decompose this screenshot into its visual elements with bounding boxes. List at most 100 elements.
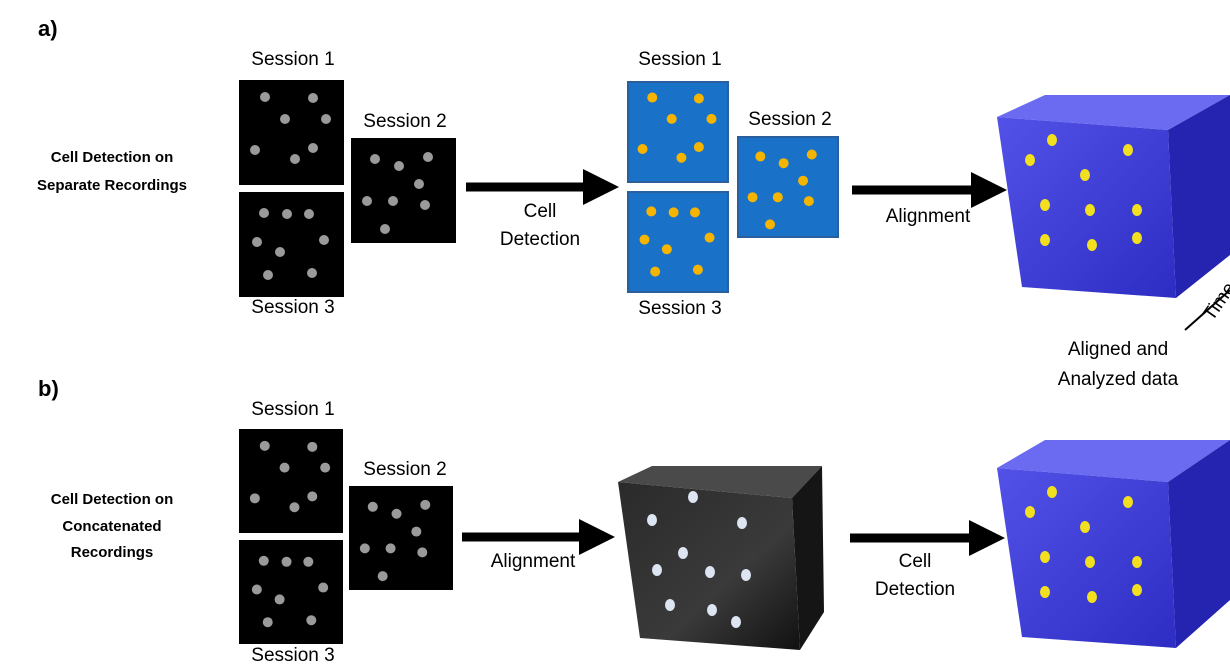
cell <box>320 463 330 473</box>
cell <box>275 247 285 257</box>
cell <box>380 224 390 234</box>
cell <box>250 493 260 503</box>
cell <box>280 114 290 124</box>
panel-label: a) <box>38 16 58 41</box>
cell <box>669 207 679 217</box>
session-image <box>240 430 342 532</box>
cell <box>263 617 273 627</box>
result-label: Aligned and <box>1068 339 1168 360</box>
panel-title: Separate Recordings <box>37 177 187 194</box>
cell <box>1025 506 1035 518</box>
step-label: Cell <box>524 201 557 222</box>
cell <box>667 114 677 124</box>
cell <box>280 463 290 473</box>
cell <box>1123 496 1133 508</box>
cell <box>707 604 717 616</box>
session-image <box>352 139 455 242</box>
cell <box>1047 134 1057 146</box>
cell <box>706 114 716 124</box>
cell <box>804 196 814 206</box>
cell <box>1025 154 1035 166</box>
panel-title: Recordings <box>71 544 154 561</box>
session-label: Session 2 <box>748 109 831 130</box>
cell <box>307 268 317 278</box>
cell <box>1087 239 1097 251</box>
cell <box>289 502 299 512</box>
cell <box>688 491 698 503</box>
step-label: Detection <box>500 229 580 250</box>
cell <box>693 265 703 275</box>
cell <box>662 244 672 254</box>
step-label: Alignment <box>886 206 971 227</box>
panel-label: b) <box>38 376 59 401</box>
cell <box>378 571 388 581</box>
axis-label: Time <box>1199 279 1230 325</box>
panel-title: Cell Detection on <box>51 149 174 166</box>
cell <box>411 527 421 537</box>
cell <box>303 557 313 567</box>
cell <box>1132 556 1142 568</box>
cell <box>694 94 704 104</box>
cell <box>755 151 765 161</box>
cell <box>741 569 751 581</box>
cell <box>392 509 402 519</box>
cell <box>260 441 270 451</box>
cell <box>646 206 656 216</box>
cell <box>259 208 269 218</box>
cell <box>420 500 430 510</box>
cell <box>1085 556 1095 568</box>
cell <box>260 92 270 102</box>
cell <box>360 543 370 553</box>
cell <box>690 207 700 217</box>
cell <box>1080 169 1090 181</box>
cell <box>640 235 650 245</box>
session-label: Session 1 <box>638 49 721 70</box>
cell <box>307 442 317 452</box>
cell <box>1040 586 1050 598</box>
cell <box>388 196 398 206</box>
cell <box>779 158 789 168</box>
cube <box>997 95 1230 298</box>
cell <box>773 192 783 202</box>
session-image <box>240 81 343 184</box>
session-label: Session 1 <box>251 49 334 70</box>
cell <box>665 599 675 611</box>
cell <box>370 154 380 164</box>
cell <box>705 233 715 243</box>
session-label: Session 3 <box>638 298 721 319</box>
cell <box>1132 204 1142 216</box>
cell <box>252 585 262 595</box>
session-label: Session 2 <box>363 459 446 480</box>
cell <box>705 566 715 578</box>
cell <box>306 615 316 625</box>
cell <box>652 564 662 576</box>
step-label: Cell <box>899 551 932 572</box>
cell <box>1040 551 1050 563</box>
cell <box>1047 486 1057 498</box>
cell <box>1040 199 1050 211</box>
cell <box>1132 232 1142 244</box>
cell <box>694 142 704 152</box>
panel-title: Concatenated <box>62 518 161 535</box>
cell <box>420 200 430 210</box>
cell <box>282 209 292 219</box>
cell <box>362 196 372 206</box>
session-label: Session 2 <box>363 111 446 132</box>
cell <box>304 209 314 219</box>
step-label: Alignment <box>491 551 576 572</box>
cell <box>1132 584 1142 596</box>
cell <box>414 179 424 189</box>
cell <box>290 154 300 164</box>
cell <box>647 93 657 103</box>
cell <box>650 267 660 277</box>
cube <box>997 440 1230 648</box>
cell <box>394 161 404 171</box>
session-label: Session 3 <box>251 645 334 666</box>
cell <box>765 219 775 229</box>
step-label: Detection <box>875 579 955 600</box>
session-image <box>350 487 452 589</box>
session-label: Session 3 <box>251 297 334 318</box>
cell <box>250 145 260 155</box>
cube <box>618 466 824 650</box>
cell <box>1123 144 1133 156</box>
